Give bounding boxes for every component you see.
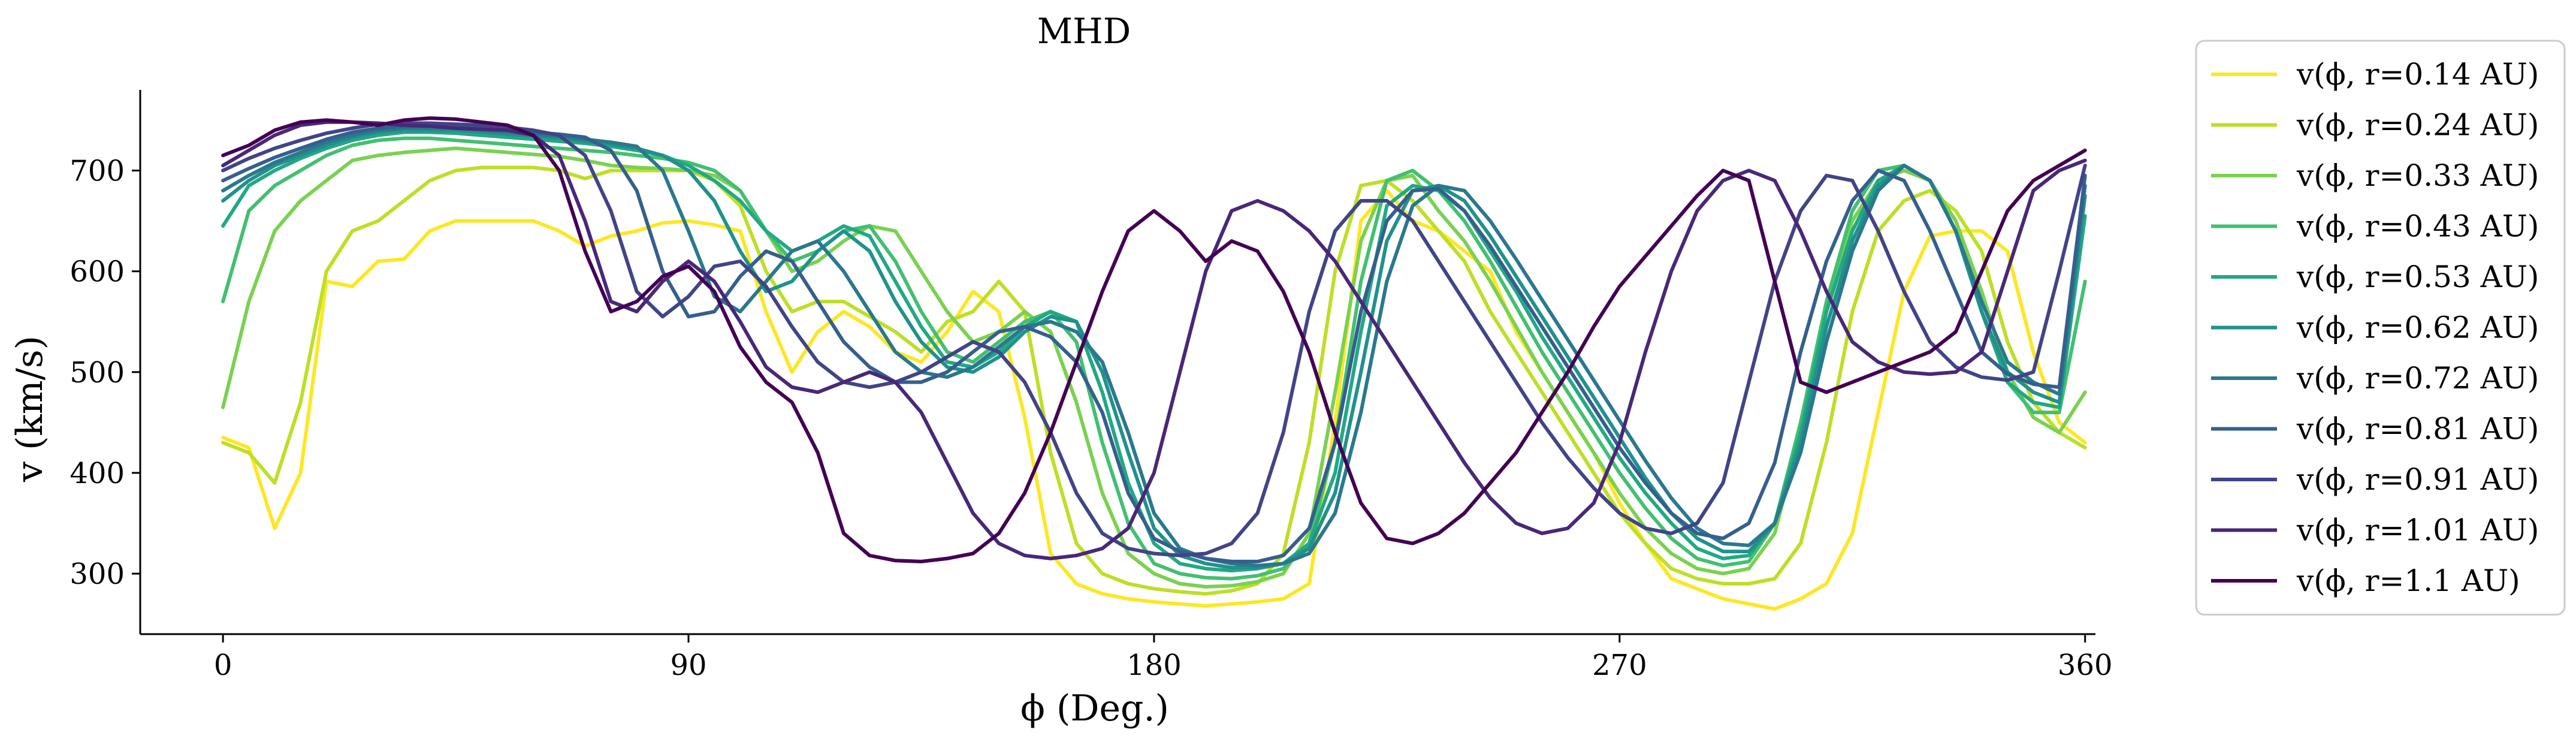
y-tick-label: 400	[70, 457, 125, 490]
legend-entry-label: v(ϕ, r=0.62 AU)	[2296, 310, 2539, 345]
series-line	[221, 189, 2087, 611]
legend-entry-label: v(ϕ, r=0.53 AU)	[2296, 260, 2539, 294]
series-line	[221, 116, 2087, 563]
legend-entry-label: v(ϕ, r=0.72 AU)	[2296, 361, 2539, 396]
legend-entry-label: v(ϕ, r=0.43 AU)	[2296, 209, 2539, 244]
legend-box	[2195, 40, 2566, 616]
series-line	[221, 130, 2087, 573]
y-axis-label: v (km/s)	[9, 336, 51, 482]
legend-entry-label: v(ϕ, r=1.1 AU)	[2296, 563, 2520, 598]
x-axis-ticks: 0 90 180 270 360	[214, 634, 2113, 682]
x-tick-label: 360	[2058, 649, 2113, 682]
y-tick-label: 500	[70, 356, 125, 390]
y-axis-ticks: 300 400 500 600 700	[70, 155, 140, 591]
y-tick-label: 700	[70, 155, 125, 188]
chart-title: MHD	[1037, 11, 1131, 52]
x-tick-label: 90	[670, 649, 706, 682]
x-tick-label: 180	[1127, 649, 1182, 682]
legend-entry-label: v(ϕ, r=0.33 AU)	[2296, 158, 2539, 193]
y-tick-label: 300	[70, 557, 125, 591]
series-line	[221, 124, 2087, 563]
plot-area	[221, 116, 2087, 611]
y-tick-label: 600	[70, 255, 125, 289]
series-line	[221, 165, 2087, 596]
series-line	[221, 128, 2087, 569]
legend-entry-label: v(ϕ, r=0.14 AU)	[2296, 57, 2539, 92]
legend-entry-label: v(ϕ, r=0.81 AU)	[2296, 412, 2539, 447]
x-axis-label: ϕ (Deg.)	[1020, 687, 1169, 729]
x-tick-label: 0	[214, 649, 232, 682]
legend-entry-label: v(ϕ, r=0.24 AU)	[2296, 108, 2539, 143]
series-line	[221, 146, 2087, 589]
x-tick-label: 270	[1592, 649, 1647, 682]
series-line	[221, 126, 2087, 568]
legend-entry-label: v(ϕ, r=0.91 AU)	[2296, 462, 2539, 497]
legend: v(ϕ, r=0.14 AU) v(ϕ, r=0.24 AU) v(ϕ, r=0.3…	[2195, 40, 2566, 616]
legend-entry-label: v(ϕ, r=1.01 AU)	[2296, 513, 2539, 548]
